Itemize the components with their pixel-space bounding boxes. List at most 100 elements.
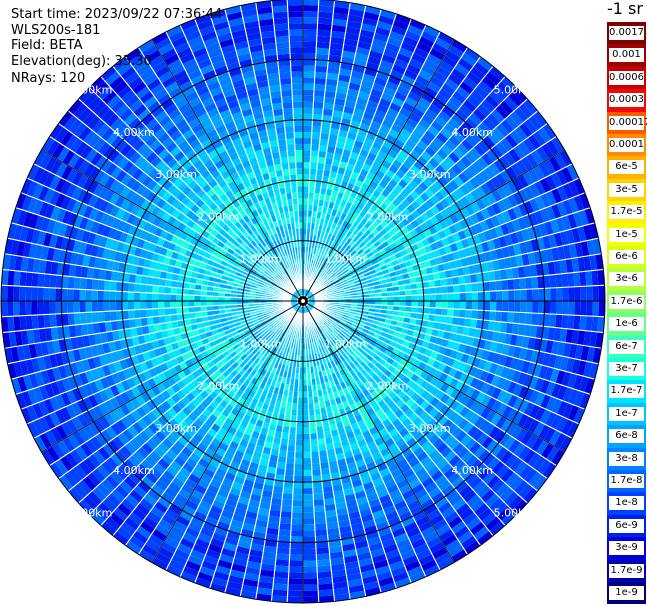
beta-cell (393, 91, 408, 102)
beta-cell (441, 301, 448, 309)
beta-cell (87, 490, 103, 507)
beta-cell (256, 343, 263, 351)
beta-cell (193, 510, 208, 522)
beta-cell (250, 328, 258, 334)
beta-cell (52, 366, 62, 382)
beta-cell (571, 329, 580, 345)
beta-cell (74, 324, 83, 337)
beta-cell (420, 424, 432, 436)
beta-cell (360, 475, 373, 485)
beta-cell (225, 498, 238, 508)
beta-cell (11, 207, 22, 225)
beta-cell (331, 265, 338, 272)
beta-cell (334, 252, 342, 259)
beta-cell (525, 433, 539, 450)
beta-cell (61, 275, 69, 289)
beta-cell (382, 452, 394, 463)
beta-cell (262, 310, 269, 315)
beta-cell (318, 395, 325, 403)
beta-cell (113, 229, 123, 242)
beta-cell (393, 58, 409, 70)
beta-cell (264, 315, 271, 321)
beta-cell (556, 201, 568, 218)
beta-cell (132, 450, 145, 464)
beta-cell (310, 156, 319, 163)
beta-cell (182, 338, 191, 347)
beta-cell (432, 249, 441, 259)
beta-cell (303, 469, 313, 477)
beta-cell (164, 301, 171, 309)
beta-cell (210, 423, 221, 433)
beta-cell (502, 301, 509, 312)
beta-cell (412, 416, 423, 427)
beta-cell (109, 384, 121, 397)
beta-cell (421, 476, 435, 489)
beta-cell (500, 450, 514, 465)
beta-cell (478, 139, 491, 153)
beta-cell (413, 160, 425, 171)
beta-cell (54, 235, 64, 250)
beta-cell (357, 464, 368, 474)
beta-cell (322, 485, 334, 494)
beta-cell (417, 294, 424, 301)
beta-cell (141, 476, 155, 489)
beta-cell (147, 324, 156, 334)
beta-cell (303, 560, 317, 567)
beta-cell (326, 260, 332, 267)
beta-cell (174, 548, 190, 561)
beta-cell (579, 392, 591, 410)
beta-cell (439, 403, 450, 416)
beta-cell (409, 85, 424, 97)
beta-cell (98, 389, 110, 403)
beta-cell (67, 288, 74, 301)
beta-cell (496, 212, 506, 226)
beta-cell (319, 401, 326, 409)
beta-cell (455, 159, 468, 172)
beta-cell (356, 496, 369, 506)
beta-cell (347, 436, 358, 445)
beta-cell (19, 286, 26, 301)
beta-cell (227, 492, 240, 503)
beta-cell (320, 187, 327, 195)
beta-cell (136, 383, 147, 395)
beta-cell (109, 205, 121, 218)
beta-cell (448, 454, 462, 468)
beta-cell (528, 212, 539, 227)
beta-cell (496, 199, 508, 213)
beta-cell (187, 412, 198, 423)
beta-cell (333, 0, 351, 9)
beta-cell (55, 207, 67, 223)
beta-cell (266, 527, 280, 536)
beta-cell (336, 283, 343, 289)
beta-cell (361, 340, 369, 348)
beta-cell (451, 232, 461, 243)
beta-cell (140, 402, 152, 415)
beta-cell (231, 265, 239, 272)
beta-cell (59, 130, 74, 147)
beta-cell (305, 289, 308, 296)
beta-cell (213, 570, 230, 582)
beta-cell (453, 221, 464, 233)
beta-cell (586, 285, 593, 301)
beta-cell (476, 103, 491, 118)
beta-cell (490, 412, 502, 427)
beta-cell (291, 303, 298, 306)
beta-cell (385, 510, 399, 521)
beta-cell (151, 407, 163, 419)
beta-cell (365, 333, 373, 341)
beta-cell (395, 169, 406, 179)
beta-cell (127, 291, 135, 301)
beta-cell (131, 374, 142, 387)
beta-cell (335, 270, 343, 277)
beta-cell (556, 301, 563, 315)
beta-cell (303, 228, 307, 235)
beta-cell (362, 519, 376, 529)
beta-cell (166, 215, 177, 226)
beta-cell (100, 158, 113, 173)
beta-cell (385, 169, 396, 179)
beta-cell (322, 350, 328, 358)
beta-cell (49, 301, 56, 315)
beta-cell (561, 371, 572, 387)
beta-cell (356, 41, 372, 51)
beta-cell (483, 360, 493, 373)
